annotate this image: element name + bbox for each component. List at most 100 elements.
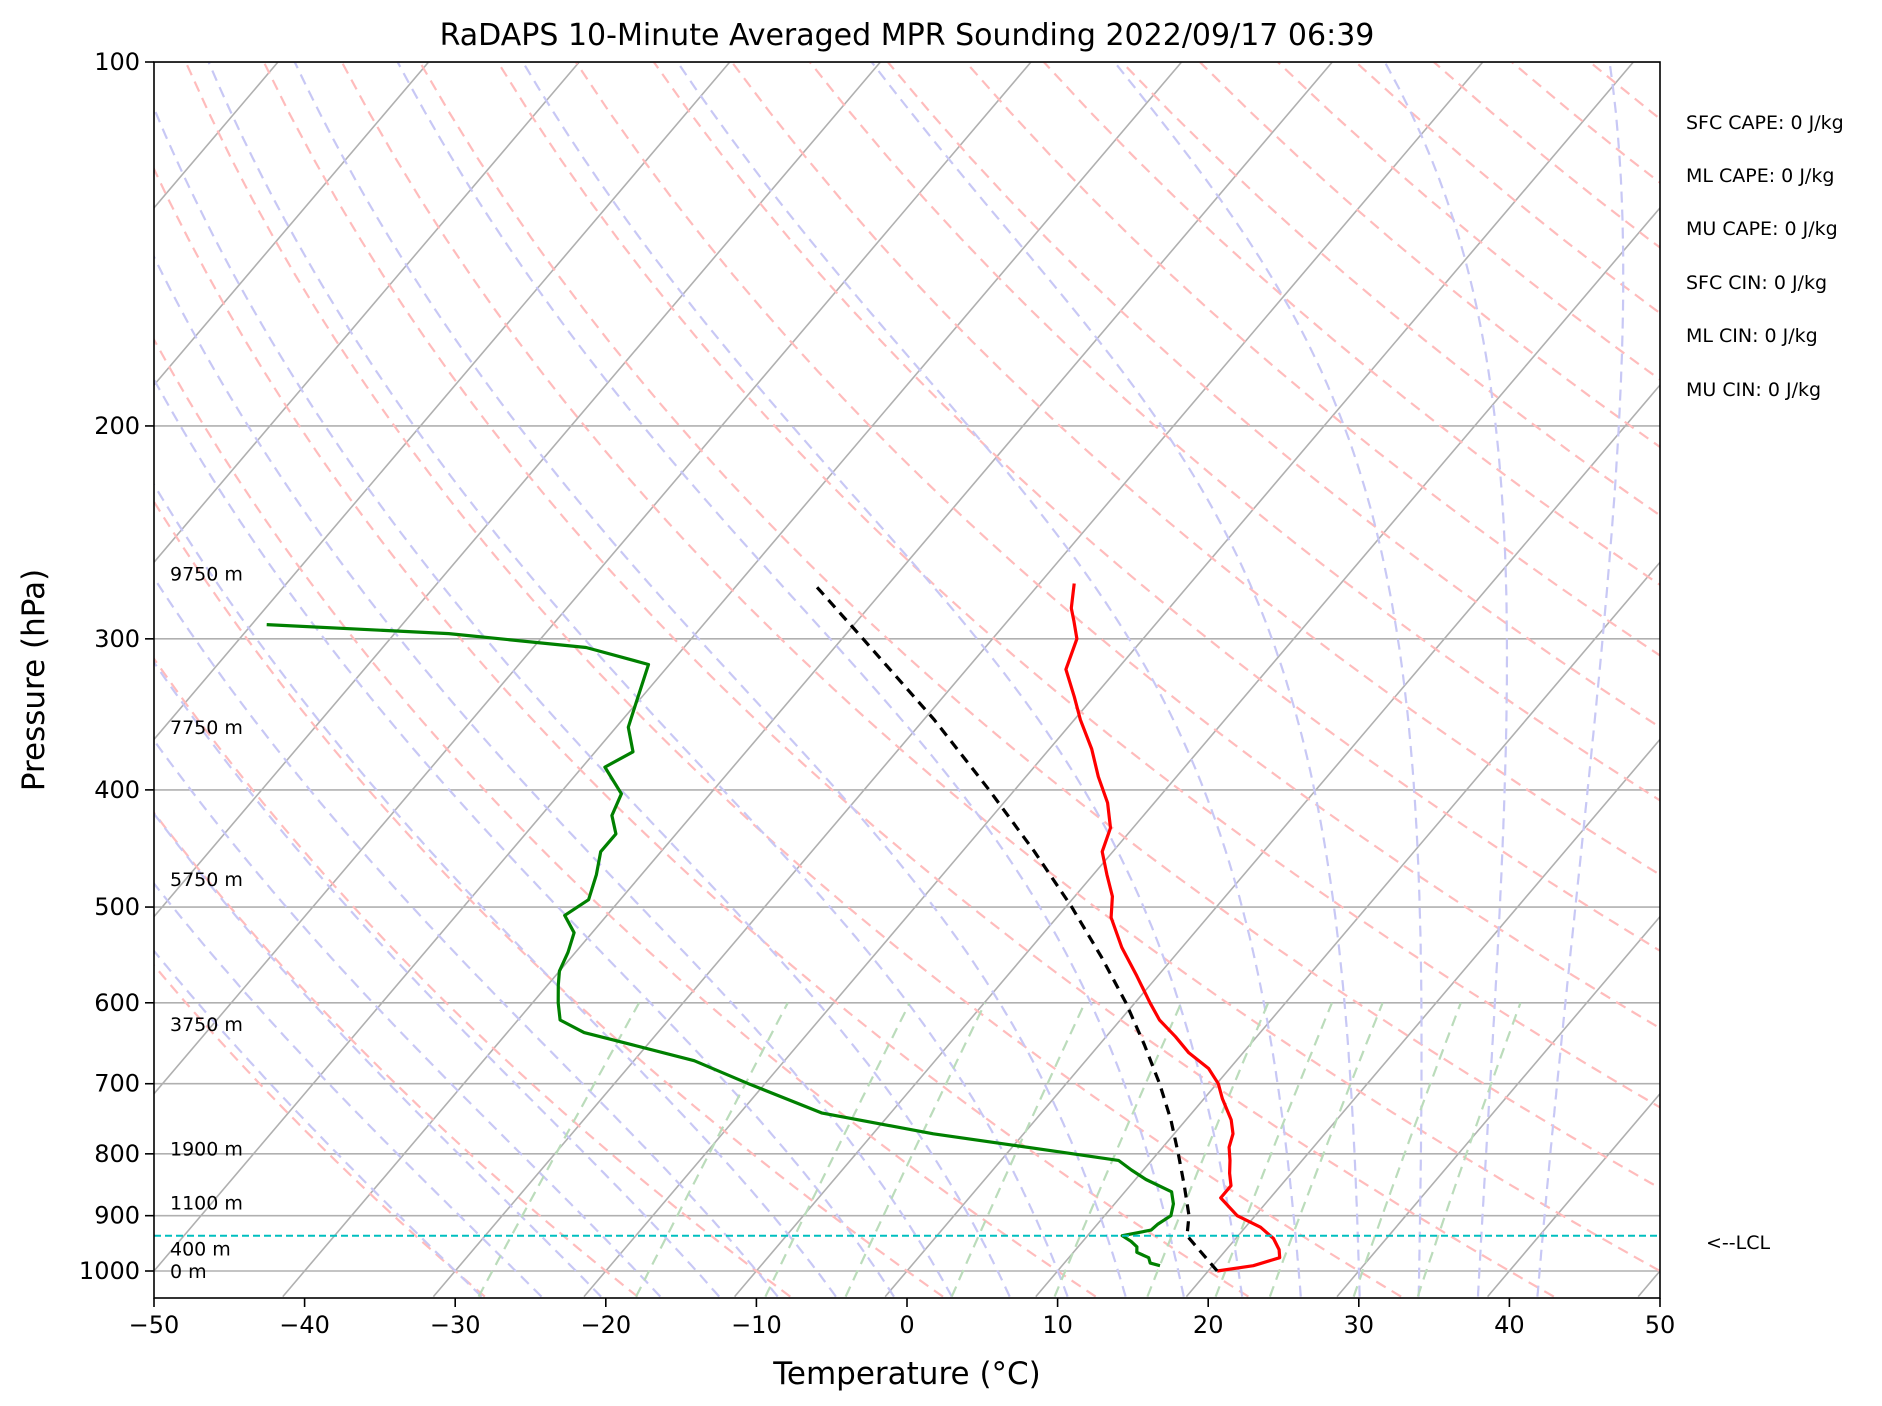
mixing-ratio-line (1214, 1002, 1334, 1298)
dry-adiabat-line (730, 62, 1660, 877)
dry-adiabat-line (154, 963, 486, 1298)
moist-adiabat-line (521, 62, 1244, 1297)
moist-adiabat-line (154, 949, 483, 1298)
mixing-ratio-line (635, 1002, 789, 1298)
x-tick-label: −20 (580, 1311, 631, 1339)
moist-adiabat-line (870, 62, 1361, 1297)
moist-adiabat-line (154, 660, 721, 1298)
height-label: 7750 m (170, 717, 243, 739)
ml-cin-text: ML CIN: 0 J/kg (1686, 325, 1818, 347)
y-axis-title: Pressure (hPa) (16, 569, 52, 791)
x-tick-label: 20 (1193, 1311, 1224, 1339)
parcel-profile (812, 582, 1219, 1273)
x-tick-label: −40 (279, 1311, 330, 1339)
moist-adiabat-line (154, 105, 1011, 1298)
height-label: 1100 m (170, 1193, 243, 1215)
mixing-ratio-line (950, 1002, 1086, 1298)
dry-adiabat-line (964, 62, 1660, 657)
moist-adiabat-line (154, 881, 543, 1298)
x-axis-ticks: −50 −40 −30 −20 −10 0 10 20 30 40 50 (129, 1298, 1676, 1339)
moist-adiabat-line (154, 738, 662, 1298)
height-label: 1900 m (170, 1139, 243, 1161)
y-tick-label: 700 (94, 1070, 140, 1098)
dry-adiabat-line (340, 62, 1660, 1273)
y-tick-label: 600 (94, 989, 140, 1017)
temperature-profile (1064, 583, 1282, 1273)
x-tick-label: 40 (1494, 1311, 1525, 1339)
isotherm-line (432, 62, 1484, 1298)
moist-adiabat-line (207, 62, 1069, 1297)
isotherm-line (583, 62, 1635, 1298)
dry-adiabat-line (418, 62, 1660, 1190)
isotherm-line (154, 62, 1032, 1096)
moist-adiabat-line (1383, 62, 1509, 1297)
isotherm-line (154, 62, 430, 387)
mixing-ratio-line (1268, 1002, 1384, 1297)
dry-adiabat-line (154, 166, 1249, 1298)
background-lines (154, 62, 1660, 1298)
y-tick-label: 100 (94, 48, 140, 76)
dry-adiabat-line (184, 62, 1402, 1298)
y-axis-ticks: 100 200 300 400 500 600 700 800 900 1000 (79, 48, 154, 1285)
mixing-ratio-line (1416, 1002, 1522, 1297)
moist-adiabat-line (396, 62, 1185, 1297)
moist-adiabat-line (154, 254, 953, 1298)
mixing-ratio-line (477, 1002, 641, 1298)
dewpoint-profile (266, 623, 1175, 1268)
data-series (154, 582, 1660, 1273)
isotherm-line (1035, 561, 1660, 1298)
mu-cape-text: MU CAPE: 0 J/kg (1686, 218, 1838, 240)
moist-adiabat-line (293, 62, 1127, 1297)
height-label: 0 m (170, 1261, 207, 1283)
isotherm-line (1336, 915, 1660, 1298)
y-tick-label: 300 (94, 625, 140, 653)
moist-adiabat-line (154, 482, 837, 1298)
height-label: 400 m (170, 1238, 231, 1260)
ml-cape-text: ML CAPE: 0 J/kg (1686, 165, 1834, 187)
height-label: 5750 m (170, 869, 243, 891)
sfc-cape-text: SFC CAPE: 0 J/kg (1686, 112, 1844, 134)
mixing-ratio-line (1352, 1002, 1462, 1297)
mixing-ratio-line (1053, 1002, 1183, 1298)
x-tick-label: −10 (731, 1311, 782, 1339)
isotherm-line (1185, 738, 1660, 1298)
dry-adiabat-line (574, 62, 1660, 1030)
isotherm-line (154, 62, 1183, 1273)
moist-adiabat-line (676, 62, 1302, 1297)
height-label: 9750 m (170, 564, 243, 586)
y-tick-label: 900 (94, 1202, 140, 1230)
mixing-ratio-line (764, 1002, 911, 1298)
x-axis-title: Temperature (°C) (772, 1356, 1041, 1392)
x-tick-label: 30 (1344, 1311, 1375, 1339)
dry-adiabat-line (154, 337, 1097, 1298)
dry-adiabat-line (808, 62, 1660, 802)
x-tick-label: 50 (1645, 1311, 1676, 1339)
x-tick-label: −30 (430, 1311, 481, 1339)
mixing-ratio-line (844, 1002, 987, 1298)
dry-adiabat-line (262, 62, 1555, 1298)
isotherm-line (884, 383, 1660, 1298)
y-tick-label: 500 (94, 893, 140, 921)
height-label: 3750 m (170, 1014, 243, 1036)
moist-adiabat-line (1536, 62, 1625, 1297)
mu-cin-text: MU CIN: 0 J/kg (1686, 379, 1821, 401)
isotherm-line (154, 62, 580, 564)
lcl-label: <--LCL (1706, 1232, 1770, 1254)
moist-adiabat-line (1113, 62, 1423, 1297)
y-tick-label: 400 (94, 776, 140, 804)
sfc-cin-text: SFC CIN: 0 J/kg (1686, 272, 1827, 294)
x-tick-label: 10 (1042, 1311, 1073, 1339)
x-tick-label: −50 (129, 1311, 180, 1339)
y-tick-label: 800 (94, 1140, 140, 1168)
moist-adiabat-line (154, 811, 602, 1298)
mixing-ratio-line (1146, 1002, 1270, 1298)
chart-title: RaDAPS 10-Minute Averaged MPR Sounding 2… (440, 18, 1375, 53)
y-tick-label: 1000 (79, 1257, 140, 1285)
stability-indices: SFC CAPE: 0 J/kg ML CAPE: 0 J/kg MU CAPE… (1686, 112, 1844, 401)
dry-adiabat-line (154, 499, 944, 1298)
x-tick-label: 0 (899, 1311, 914, 1339)
height-labels: 9750 m 7750 m 5750 m 3750 m 1900 m 1100 m 400 … (170, 564, 243, 1283)
isotherm-line (154, 62, 731, 741)
